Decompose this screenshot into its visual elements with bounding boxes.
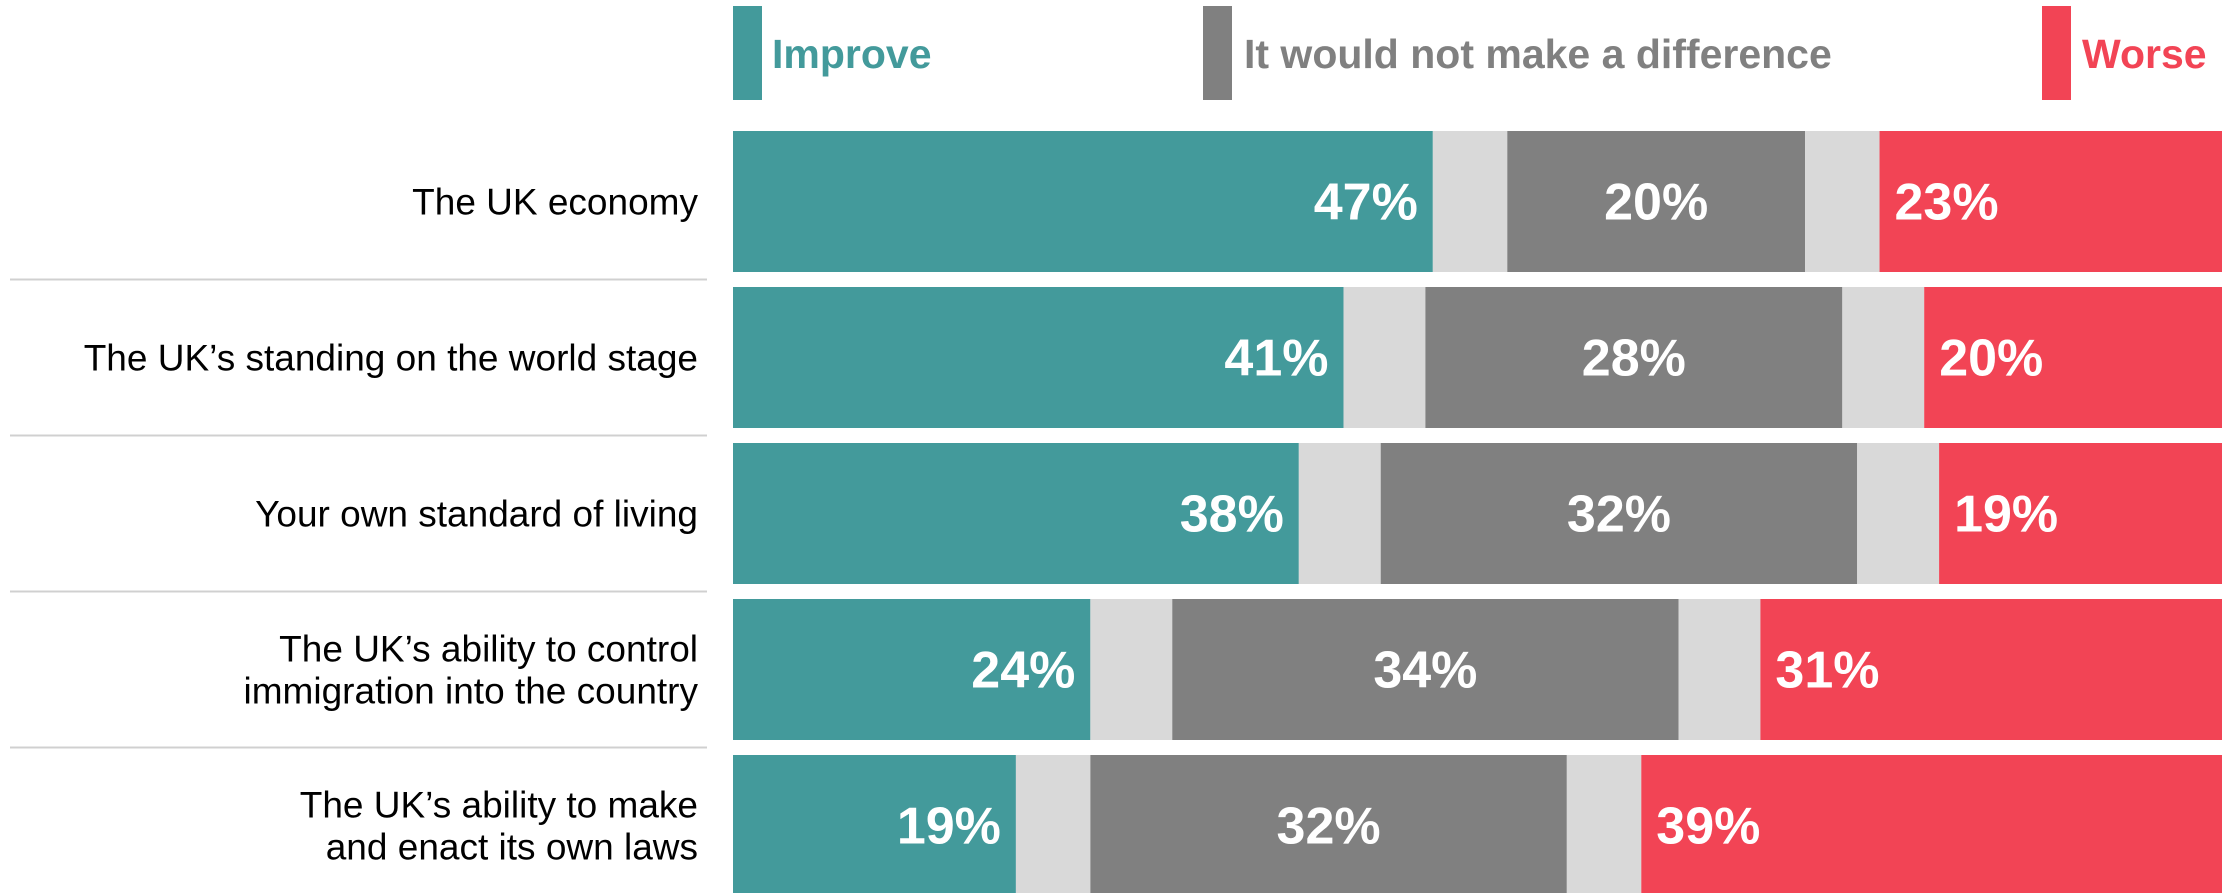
bar-segment-improve: [733, 599, 1091, 740]
bar-segment-gap-1: [1090, 599, 1173, 740]
value-label-neutral: 32%: [1277, 798, 1381, 856]
bar-segment-neutral: [1507, 131, 1806, 272]
legend-label-worse: Worse: [2082, 31, 2207, 77]
category-label: The UK’s ability to control immigration i…: [244, 629, 699, 712]
value-label-worse: 39%: [1656, 798, 1760, 856]
bar-segment-worse: [1760, 599, 2222, 740]
legend-label-improve: Improve: [772, 31, 932, 77]
bar-segment-neutral: [1090, 755, 1567, 893]
bar-segment-worse: [1924, 287, 2222, 428]
bar-segment-worse: [1641, 755, 2222, 893]
category-label: The UK’s ability to make and enact its ow…: [300, 785, 698, 868]
bar-segment-improve: [733, 755, 1016, 893]
value-label-neutral: 20%: [1604, 174, 1708, 232]
category-labels: The UK economy The UK’s standing on the w…: [84, 182, 699, 868]
value-label-improve: 19%: [897, 798, 1001, 856]
value-label-worse: 19%: [1954, 486, 2058, 544]
bar-segments: [733, 131, 2222, 893]
bar-segment-improve: [733, 287, 1344, 428]
bar-segment-gap-1: [1298, 443, 1381, 584]
bar-segment-neutral: [1172, 599, 1679, 740]
category-label: The UK’s standing on the world stage: [84, 338, 698, 379]
category-label: Your own standard of living: [255, 494, 698, 535]
legend-swatch-it-would-not-make-a-difference: [1203, 6, 1232, 100]
value-label-worse: 23%: [1895, 174, 1999, 232]
bar-segment-improve: [733, 131, 1433, 272]
value-label-improve: 47%: [1314, 174, 1418, 232]
value-label-neutral: 34%: [1373, 642, 1477, 700]
value-label-worse: 31%: [1775, 642, 1879, 700]
bar-segment-worse: [1939, 443, 2222, 584]
legend-swatch-improve: [733, 6, 762, 100]
legend-swatch-worse: [2042, 6, 2071, 100]
value-label-neutral: 28%: [1582, 330, 1686, 388]
bar-segment-neutral: [1380, 443, 1858, 584]
value-label-improve: 38%: [1180, 486, 1284, 544]
bar-segment-gap-2: [1857, 443, 1940, 584]
bar-segment-gap-1: [1432, 131, 1508, 272]
bar-segment-gap-2: [1842, 287, 1925, 428]
value-labels: 47% 20% 23% 41% 28% 20% 38% 32% 19% 24% 34% 31% 19% 3…: [897, 174, 2058, 856]
bar-segment-worse: [1879, 131, 2222, 272]
legend-label-it-would-not-make-a-difference: It would not make a difference: [1244, 31, 1832, 77]
bar-segment-gap-1: [1015, 755, 1091, 893]
value-label-improve: 41%: [1224, 330, 1328, 388]
value-label-worse: 20%: [1939, 330, 2043, 388]
row-dividers: [10, 278, 707, 749]
bar-segment-gap-2: [1566, 755, 1642, 893]
category-label: The UK economy: [412, 182, 698, 223]
chart-legend: Improve It would not make a difference Wor…: [733, 6, 2207, 100]
bar-segment-gap-2: [1678, 599, 1761, 740]
value-label-neutral: 32%: [1567, 486, 1671, 544]
bar-segment-improve: [733, 443, 1299, 584]
value-label-improve: 24%: [971, 642, 1075, 700]
bar-segment-neutral: [1425, 287, 1843, 428]
bar-segment-gap-1: [1343, 287, 1426, 428]
bar-segment-gap-2: [1805, 131, 1880, 272]
